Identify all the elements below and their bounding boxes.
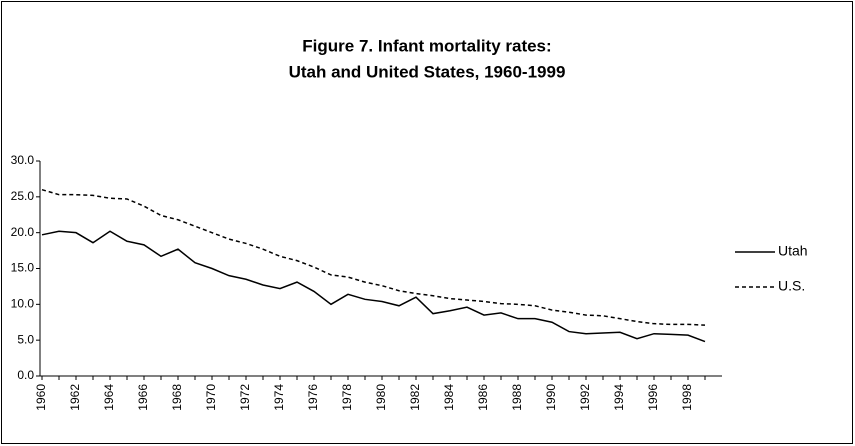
x-tick-label: 1968 (170, 384, 184, 411)
legend-label: Utah (778, 243, 808, 259)
y-tick-label: 5.0 (17, 332, 34, 346)
y-tick-label: 0.0 (17, 368, 34, 382)
x-tick-label: 1990 (544, 384, 558, 411)
x-tick-label: 1978 (340, 384, 354, 411)
y-tick-label: 15.0 (11, 261, 35, 275)
y-tick-label: 10.0 (11, 297, 35, 311)
y-tick-label: 20.0 (11, 225, 35, 239)
x-tick-label: 1972 (238, 384, 252, 411)
x-tick-label: 1976 (306, 384, 320, 411)
x-tick-label: 1994 (612, 384, 626, 411)
x-tick-label: 1980 (374, 384, 388, 411)
x-tick-label: 1970 (204, 384, 218, 411)
chart-title: Utah and United States, 1960-1999 (289, 62, 566, 81)
x-tick-label: 1986 (476, 384, 490, 411)
x-tick-label: 1962 (68, 384, 82, 411)
x-tick-label: 1996 (646, 384, 660, 411)
series-line (41, 188, 706, 326)
y-tick-label: 30.0 (11, 153, 35, 167)
legend-label: U.S. (778, 278, 805, 294)
x-tick-label: 1974 (272, 384, 286, 411)
x-tick-label: 1998 (680, 384, 694, 411)
y-tick-label: 25.0 (11, 189, 35, 203)
x-tick-label: 1984 (442, 384, 456, 411)
x-tick-label: 1966 (136, 384, 150, 411)
x-tick-label: 1964 (102, 384, 116, 411)
series-line (41, 230, 706, 343)
chart-title: Figure 7. Infant mortality rates: (302, 36, 551, 55)
x-tick-label: 1992 (578, 384, 592, 411)
x-tick-label: 1988 (510, 384, 524, 411)
x-tick-label: 1982 (408, 384, 422, 411)
x-tick-label: 1960 (34, 384, 48, 411)
